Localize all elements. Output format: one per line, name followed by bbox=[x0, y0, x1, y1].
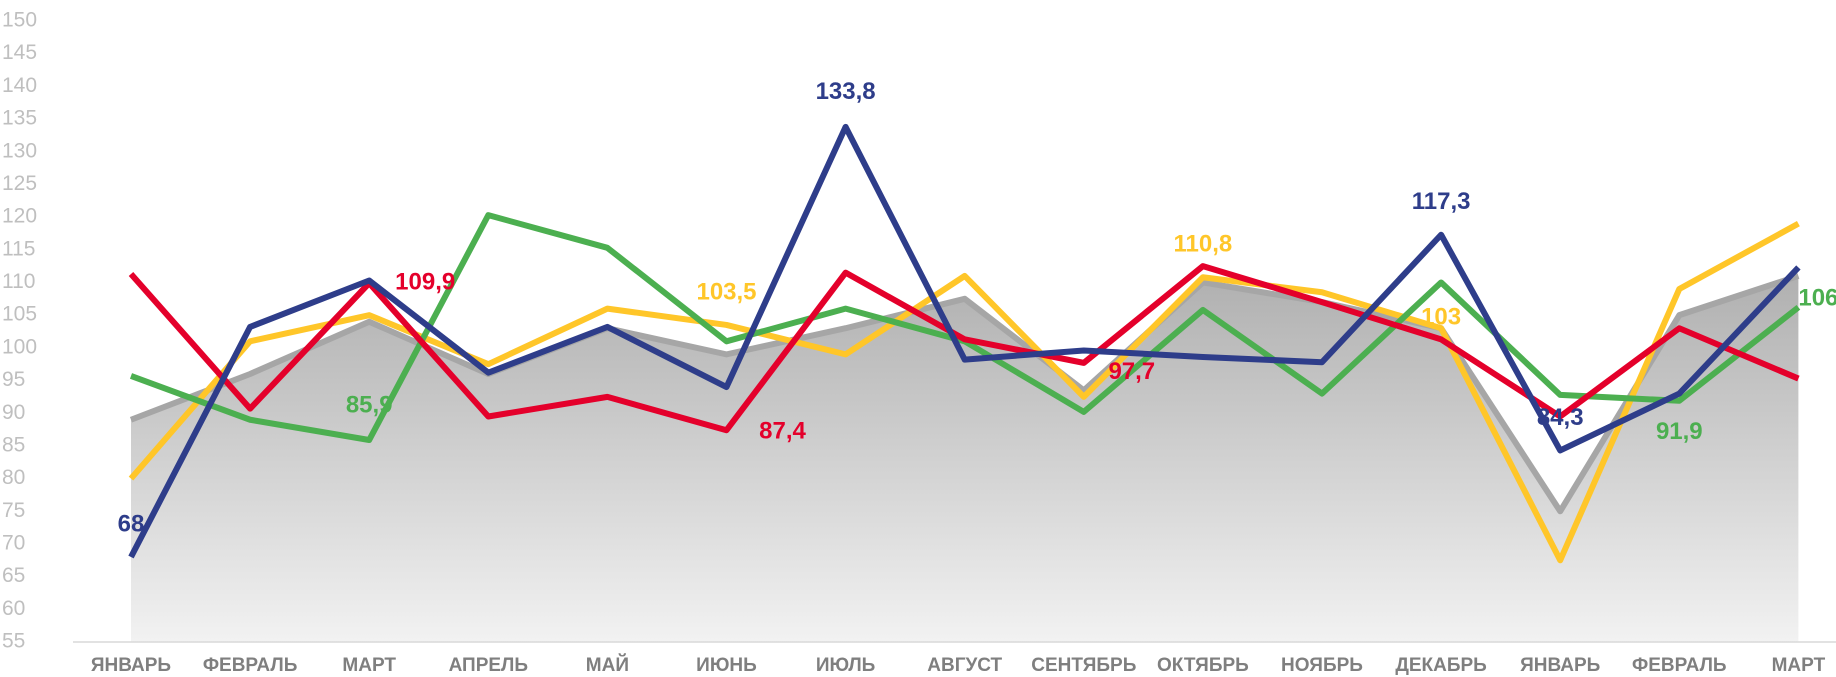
y-tick-label: 55 bbox=[2, 630, 25, 653]
x-tick-label: МАЙ bbox=[586, 654, 629, 676]
y-tick-label: 120 bbox=[2, 205, 37, 228]
line bbox=[128, 263, 1800, 434]
y-tick-label: 110 bbox=[2, 270, 35, 293]
y-tick-label: 95 bbox=[2, 368, 25, 391]
y-tick-label: 145 bbox=[2, 41, 37, 64]
y-tick-label: 60 bbox=[2, 597, 25, 620]
area bbox=[131, 275, 1799, 642]
data-label: 103,5 bbox=[696, 278, 756, 305]
x-tick-label: ОКТЯБРЬ bbox=[1157, 655, 1249, 676]
line bbox=[128, 123, 1801, 559]
data-label: 68 bbox=[118, 510, 145, 537]
y-tick-label: 150 bbox=[2, 9, 37, 32]
x-tick-label: ДЕКАБРЬ bbox=[1395, 655, 1487, 676]
x-tick-label: АПРЕЛЬ bbox=[449, 655, 528, 676]
x-tick-label: ФЕВРАЛЬ bbox=[203, 655, 298, 676]
y-tick-label: 65 bbox=[2, 564, 25, 587]
x-tick-label: НОЯБРЬ bbox=[1281, 655, 1363, 676]
x-tick-label: ИЮЛЬ bbox=[816, 655, 876, 676]
y-tick-label: 115 bbox=[2, 237, 35, 260]
y-tick-label: 70 bbox=[2, 531, 25, 554]
x-tick-label: СЕНТЯБРЬ bbox=[1031, 655, 1136, 676]
x-tick-label: ФЕВРАЛЬ bbox=[1632, 655, 1727, 676]
y-tick-label: 85 bbox=[2, 433, 25, 456]
data-label: 133,8 bbox=[816, 78, 876, 105]
data-label: 97,7 bbox=[1108, 358, 1155, 385]
y-tick-label: 125 bbox=[2, 172, 37, 195]
data-label: 84,3 bbox=[1537, 404, 1584, 431]
x-tick-label: МАРТ bbox=[342, 655, 396, 676]
data-label: 110,8 bbox=[1174, 231, 1233, 258]
y-tick-label: 75 bbox=[2, 499, 25, 522]
data-label: 85,9 bbox=[346, 391, 393, 418]
y-tick-label: 105 bbox=[2, 303, 37, 326]
data-label: 106,2 bbox=[1798, 285, 1836, 312]
x-tick-label: МАРТ bbox=[1772, 655, 1826, 676]
x-tick-label: ЯНВАРЬ bbox=[1520, 655, 1600, 676]
y-tick-label: 80 bbox=[2, 466, 25, 489]
x-tick-label: ИЮНЬ bbox=[696, 655, 757, 676]
data-label: 117,3 bbox=[1412, 188, 1471, 215]
x-tick-label: АВГУСТ bbox=[927, 655, 1002, 676]
x-tick-label: ЯНВАРЬ bbox=[91, 655, 171, 676]
y-tick-label: 140 bbox=[2, 74, 37, 97]
data-label: 103 bbox=[1421, 304, 1461, 331]
data-label: 109,9 bbox=[395, 268, 455, 295]
y-tick-label: 100 bbox=[2, 335, 37, 358]
y-tick-label: 135 bbox=[2, 107, 37, 130]
y-tick-label: 90 bbox=[2, 401, 25, 424]
data-label: 87,4 bbox=[759, 418, 806, 445]
y-tick-label: 130 bbox=[2, 139, 37, 162]
data-label: 91,9 bbox=[1656, 418, 1703, 445]
line bbox=[129, 273, 1800, 515]
